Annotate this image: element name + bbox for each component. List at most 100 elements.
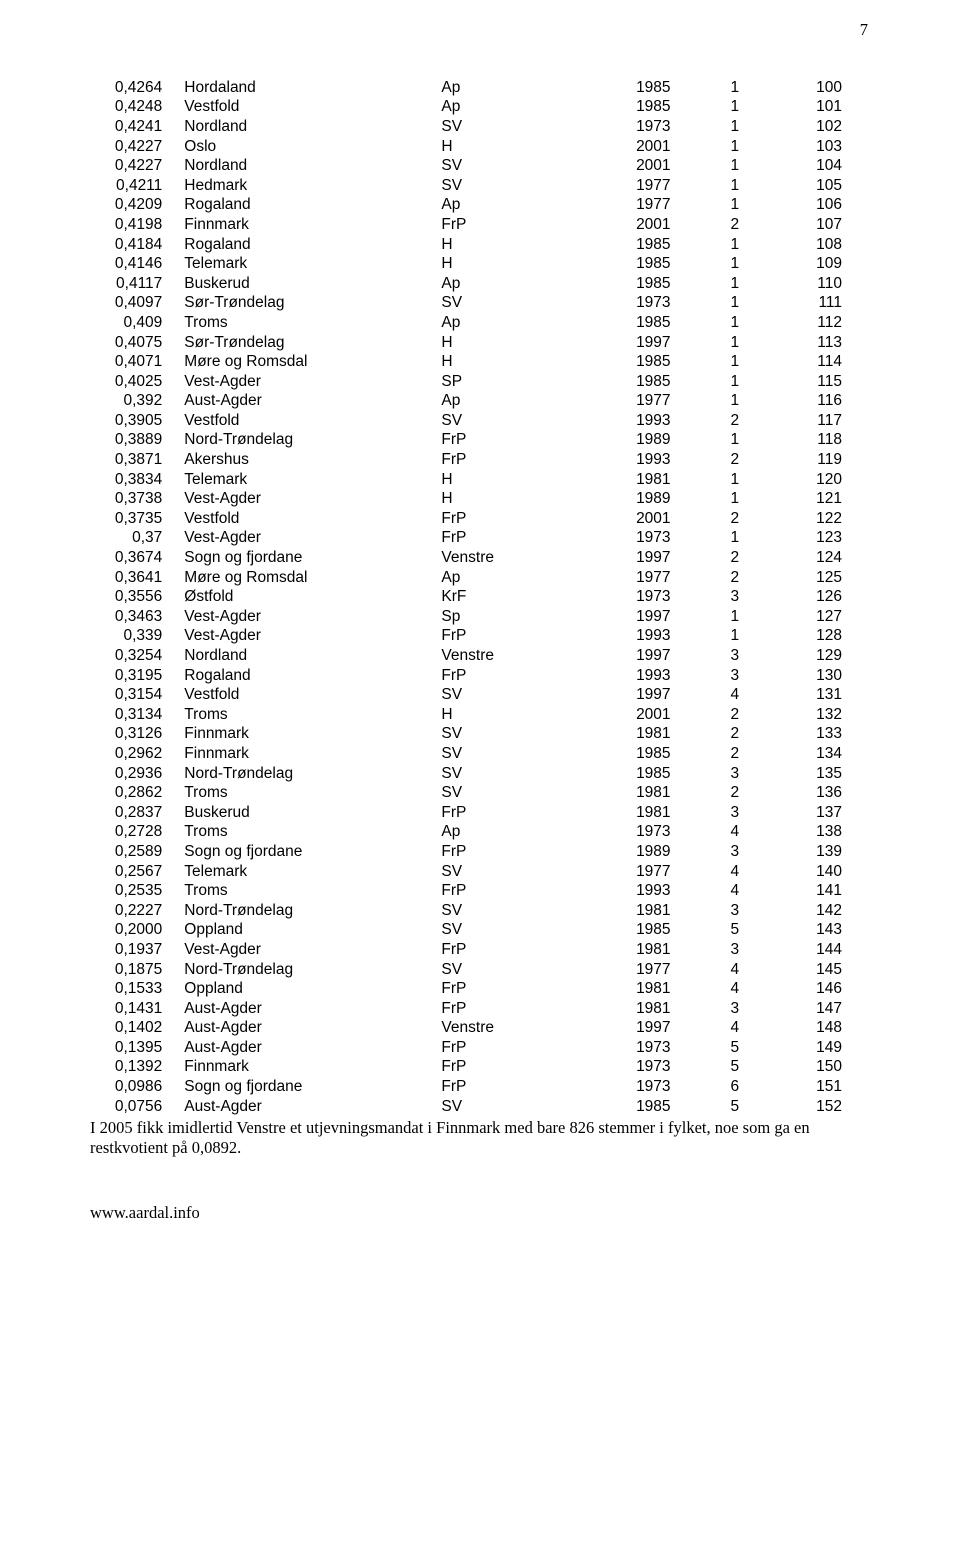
cell-count: 3 xyxy=(699,764,768,784)
table-row: 0,3871AkershusFrP19932119 xyxy=(90,450,870,470)
cell-count: 4 xyxy=(699,881,768,901)
cell-region: Vestfold xyxy=(184,509,441,529)
table-row: 0,1392FinnmarkFrP19735150 xyxy=(90,1058,870,1078)
cell-rank: 140 xyxy=(767,862,870,882)
cell-value: 0,2589 xyxy=(90,842,184,862)
cell-region: Rogaland xyxy=(184,666,441,686)
table-row: 0,2000OpplandSV19855143 xyxy=(90,921,870,941)
table-row: 0,2227Nord-TrøndelagSV19813142 xyxy=(90,901,870,921)
cell-rank: 147 xyxy=(767,999,870,1019)
cell-rank: 119 xyxy=(767,450,870,470)
cell-value: 0,409 xyxy=(90,313,184,333)
cell-year: 1973 xyxy=(579,823,699,843)
body-paragraph: I 2005 fikk imidlertid Venstre et utjevn… xyxy=(90,1118,870,1157)
cell-year: 2001 xyxy=(579,137,699,157)
cell-rank: 132 xyxy=(767,705,870,725)
cell-region: Finnmark xyxy=(184,1058,441,1078)
cell-count: 2 xyxy=(699,450,768,470)
cell-value: 0,3463 xyxy=(90,607,184,627)
cell-value: 0,2936 xyxy=(90,764,184,784)
cell-party: FrP xyxy=(441,215,578,235)
cell-year: 1977 xyxy=(579,392,699,412)
footer-url: www.aardal.info xyxy=(90,1203,870,1223)
cell-region: Nordland xyxy=(184,156,441,176)
cell-rank: 115 xyxy=(767,372,870,392)
cell-region: Aust-Agder xyxy=(184,1019,441,1039)
cell-count: 2 xyxy=(699,783,768,803)
cell-year: 1973 xyxy=(579,1077,699,1097)
cell-year: 2001 xyxy=(579,509,699,529)
cell-party: FrP xyxy=(441,509,578,529)
table-row: 0,2589Sogn og fjordaneFrP19893139 xyxy=(90,842,870,862)
table-row: 0,4248VestfoldAp19851101 xyxy=(90,98,870,118)
cell-party: SV xyxy=(441,744,578,764)
cell-count: 1 xyxy=(699,372,768,392)
cell-count: 4 xyxy=(699,960,768,980)
cell-region: Akershus xyxy=(184,450,441,470)
cell-region: Sør-Trøndelag xyxy=(184,294,441,314)
table-row: 0,3195RogalandFrP19933130 xyxy=(90,666,870,686)
table-row: 0,1402Aust-AgderVenstre19974148 xyxy=(90,1019,870,1039)
cell-party: Ap xyxy=(441,313,578,333)
table-row: 0,3126FinnmarkSV19812133 xyxy=(90,725,870,745)
cell-region: Rogaland xyxy=(184,235,441,255)
cell-value: 0,4198 xyxy=(90,215,184,235)
cell-party: Sp xyxy=(441,607,578,627)
cell-count: 3 xyxy=(699,803,768,823)
cell-count: 1 xyxy=(699,176,768,196)
cell-rank: 133 xyxy=(767,725,870,745)
cell-year: 1985 xyxy=(579,372,699,392)
cell-rank: 108 xyxy=(767,235,870,255)
table-row: 0,392Aust-AgderAp19771116 xyxy=(90,392,870,412)
cell-region: Vest-Agder xyxy=(184,607,441,627)
cell-party: H xyxy=(441,137,578,157)
cell-year: 1985 xyxy=(579,744,699,764)
cell-party: SV xyxy=(441,764,578,784)
table-row: 0,3641Møre og RomsdalAp19772125 xyxy=(90,568,870,588)
cell-value: 0,4209 xyxy=(90,196,184,216)
cell-rank: 138 xyxy=(767,823,870,843)
cell-region: Aust-Agder xyxy=(184,999,441,1019)
cell-year: 1989 xyxy=(579,842,699,862)
cell-party: FrP xyxy=(441,529,578,549)
cell-rank: 123 xyxy=(767,529,870,549)
cell-value: 0,2535 xyxy=(90,881,184,901)
cell-year: 1973 xyxy=(579,529,699,549)
cell-value: 0,3889 xyxy=(90,431,184,451)
cell-region: Vest-Agder xyxy=(184,940,441,960)
cell-value: 0,0756 xyxy=(90,1097,184,1117)
table-row: 0,3463Vest-AgderSp19971127 xyxy=(90,607,870,627)
cell-party: Ap xyxy=(441,274,578,294)
cell-value: 0,3254 xyxy=(90,646,184,666)
cell-count: 5 xyxy=(699,1058,768,1078)
cell-rank: 104 xyxy=(767,156,870,176)
cell-rank: 142 xyxy=(767,901,870,921)
cell-count: 4 xyxy=(699,1019,768,1039)
cell-count: 1 xyxy=(699,137,768,157)
table-row: 0,4227OsloH20011103 xyxy=(90,137,870,157)
table-row: 0,1431Aust-AgderFrP19813147 xyxy=(90,999,870,1019)
cell-count: 2 xyxy=(699,568,768,588)
cell-region: Vestfold xyxy=(184,685,441,705)
cell-count: 1 xyxy=(699,470,768,490)
cell-party: FrP xyxy=(441,431,578,451)
cell-party: SV xyxy=(441,176,578,196)
table-row: 0,4097Sør-TrøndelagSV19731111 xyxy=(90,294,870,314)
cell-year: 1985 xyxy=(579,274,699,294)
cell-value: 0,1533 xyxy=(90,979,184,999)
cell-year: 1985 xyxy=(579,78,699,98)
cell-rank: 124 xyxy=(767,548,870,568)
cell-year: 1981 xyxy=(579,725,699,745)
cell-rank: 114 xyxy=(767,352,870,372)
table-row: 0,339Vest-AgderFrP19931128 xyxy=(90,627,870,647)
cell-value: 0,1395 xyxy=(90,1038,184,1058)
cell-year: 1977 xyxy=(579,862,699,882)
cell-party: FrP xyxy=(441,999,578,1019)
table-row: 0,4227NordlandSV20011104 xyxy=(90,156,870,176)
cell-year: 1977 xyxy=(579,196,699,216)
cell-count: 1 xyxy=(699,196,768,216)
cell-party: FrP xyxy=(441,450,578,470)
cell-value: 0,4227 xyxy=(90,137,184,157)
cell-party: SV xyxy=(441,294,578,314)
cell-region: Sogn og fjordane xyxy=(184,842,441,862)
